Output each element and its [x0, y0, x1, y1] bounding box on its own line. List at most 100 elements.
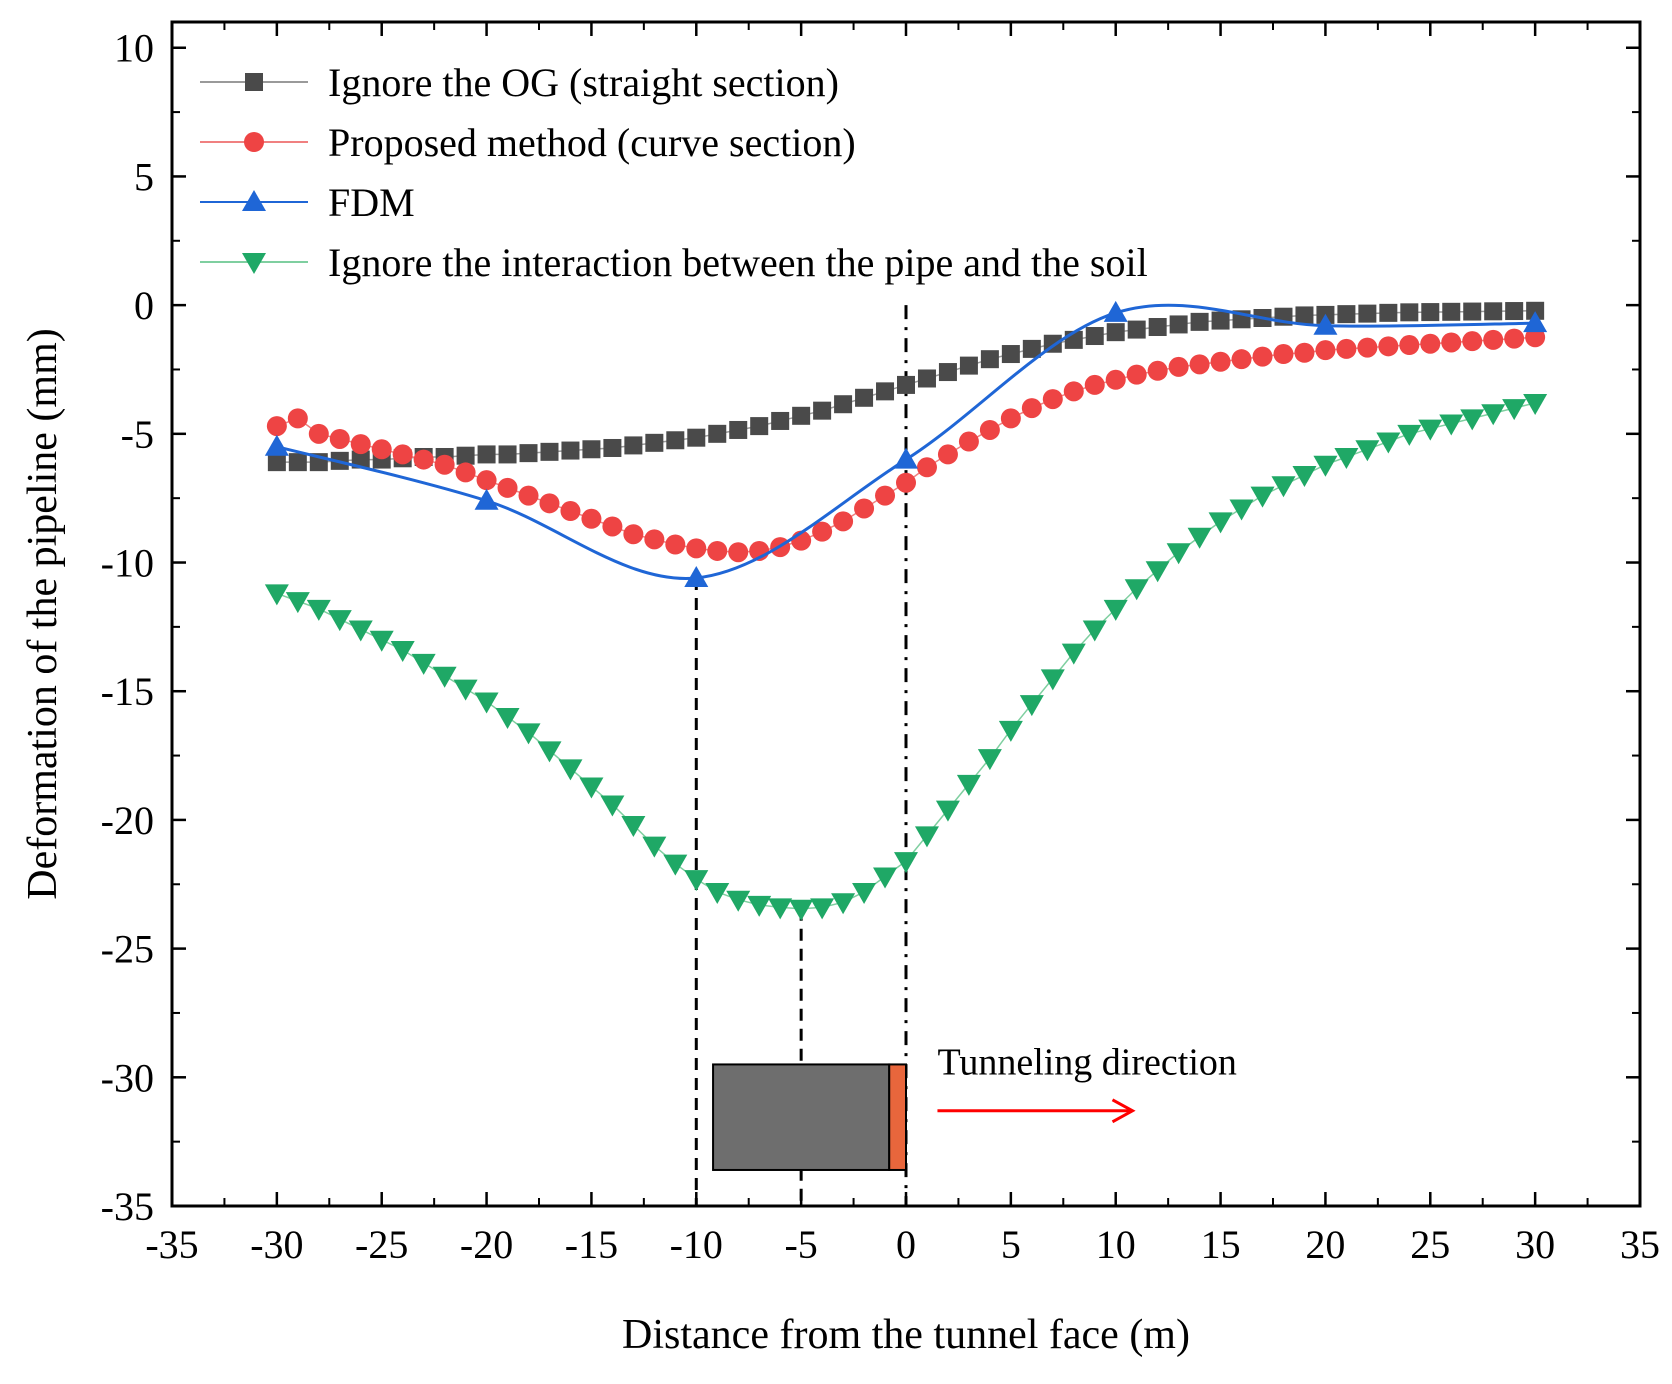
- y-axis-title: Deformation of the pipeline (mm): [20, 328, 66, 900]
- data-point: [455, 462, 476, 483]
- data-point: [264, 434, 289, 456]
- legend-marker: [244, 132, 264, 152]
- data-point: [411, 653, 436, 675]
- data-point: [519, 444, 538, 463]
- data-point: [1061, 643, 1086, 665]
- data-point: [1355, 440, 1380, 462]
- data-point: [1106, 323, 1125, 342]
- data-point: [1294, 342, 1315, 363]
- y-tick-label: 10: [114, 26, 154, 71]
- data-point: [1126, 364, 1147, 385]
- data-point: [852, 882, 877, 904]
- data-point: [1271, 476, 1296, 498]
- y-tick-label: 0: [134, 283, 154, 328]
- data-point: [1042, 389, 1063, 410]
- x-tick-label: -30: [250, 1222, 303, 1267]
- data-point: [644, 529, 665, 550]
- data-point: [813, 401, 832, 420]
- data-point: [1315, 340, 1336, 361]
- data-point: [623, 524, 644, 545]
- data-point: [390, 641, 415, 663]
- data-point: [306, 599, 331, 621]
- y-tick-label: -20: [101, 798, 154, 843]
- data-point: [1169, 315, 1188, 334]
- data-point: [1484, 302, 1503, 321]
- data-point: [1336, 338, 1357, 359]
- data-point: [413, 449, 434, 470]
- y-tick-label: -25: [101, 927, 154, 972]
- data-point: [1376, 432, 1401, 454]
- data-point: [1022, 339, 1041, 358]
- data-point: [350, 434, 371, 455]
- tunneling-direction-label: Tunneling direction: [937, 1042, 1236, 1084]
- data-point: [1313, 455, 1338, 477]
- data-point: [1103, 599, 1128, 621]
- data-point: [663, 854, 688, 876]
- x-tick-label: 10: [1096, 1222, 1136, 1267]
- data-point: [1313, 313, 1338, 335]
- data-point: [1439, 414, 1464, 436]
- data-point: [1295, 306, 1314, 325]
- data-point: [1378, 336, 1399, 357]
- data-point: [1481, 404, 1506, 426]
- data-point: [621, 816, 646, 838]
- x-tick-label: 0: [896, 1222, 916, 1267]
- data-point: [266, 416, 287, 437]
- data-point: [602, 516, 623, 537]
- x-tick-label: 25: [1410, 1222, 1450, 1267]
- legend-item: Ignore the interaction between the pipe …: [200, 240, 1148, 285]
- x-axis-title: Distance from the tunnel face (m): [622, 1312, 1190, 1358]
- data-point: [684, 565, 709, 587]
- data-point: [540, 442, 559, 461]
- data-point: [977, 749, 1002, 771]
- data-point: [1442, 302, 1461, 321]
- data-point: [516, 723, 541, 745]
- data-point: [267, 453, 286, 472]
- data-point: [351, 450, 370, 469]
- data-point: [392, 444, 413, 465]
- data-point: [560, 501, 581, 522]
- data-point: [687, 428, 706, 447]
- data-point: [792, 406, 811, 425]
- series-2: [264, 300, 1548, 587]
- data-point: [474, 692, 499, 714]
- data-point: [897, 375, 915, 394]
- series-3: [264, 393, 1548, 921]
- data-point: [771, 411, 790, 430]
- data-point: [285, 592, 310, 614]
- legend-item: Proposed method (curve section): [200, 120, 856, 165]
- data-point: [875, 485, 896, 506]
- data-point: [642, 836, 667, 858]
- data-point: [579, 777, 604, 799]
- data-point: [1504, 328, 1525, 349]
- data-point: [1124, 579, 1149, 601]
- data-point: [1523, 393, 1548, 415]
- data-point: [369, 630, 394, 652]
- data-point: [1399, 335, 1420, 356]
- legend-label: Ignore the OG (straight section): [328, 60, 839, 105]
- data-point: [1231, 349, 1252, 370]
- data-point: [1379, 303, 1398, 322]
- legend-marker: [245, 73, 263, 91]
- data-point: [855, 388, 874, 407]
- data-point: [497, 477, 518, 498]
- data-point: [1001, 345, 1020, 364]
- data-point: [873, 867, 898, 889]
- data-point: [645, 433, 664, 452]
- data-point: [747, 895, 772, 917]
- data-point: [495, 707, 520, 729]
- data-point: [708, 424, 727, 443]
- x-tick-label: 15: [1201, 1222, 1241, 1267]
- data-point: [348, 620, 373, 642]
- data-point: [1334, 447, 1359, 469]
- data-point: [686, 538, 707, 559]
- data-point: [958, 431, 979, 452]
- data-point: [1441, 332, 1462, 353]
- data-point: [938, 363, 957, 382]
- legend-label: FDM: [328, 180, 415, 225]
- x-tick-label: 20: [1305, 1222, 1345, 1267]
- x-tick-labels: -35 -30 -25 -20 -15 -10 -5 0 5 10 15 20 25 30 35: [145, 1222, 1660, 1267]
- data-point: [728, 542, 749, 563]
- tunnel-annotation: Tunneling direction: [712, 1042, 1237, 1171]
- legend-label: Proposed method (curve section): [328, 120, 856, 165]
